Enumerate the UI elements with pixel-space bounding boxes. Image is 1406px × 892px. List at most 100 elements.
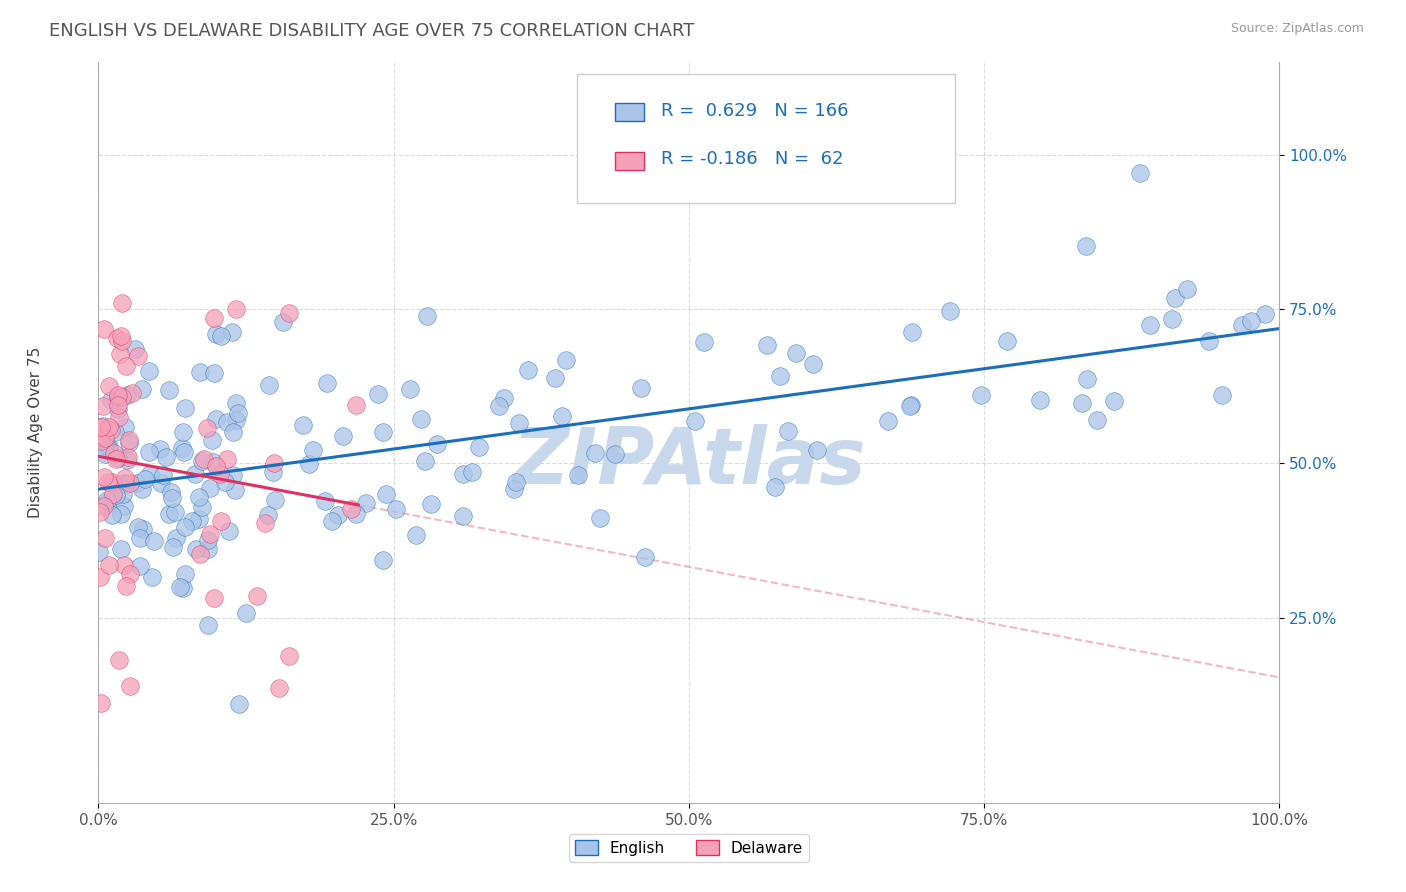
Point xyxy=(97,420,120,434)
Point xyxy=(173,520,195,534)
Point xyxy=(101,475,124,490)
Point xyxy=(225,413,247,427)
Point xyxy=(117,450,139,464)
Point xyxy=(256,508,278,522)
Point xyxy=(94,438,117,452)
Y-axis label: Disability Age Over 75: Disability Age Over 75 xyxy=(28,347,42,518)
Point xyxy=(224,483,246,497)
Point xyxy=(187,490,209,504)
Point xyxy=(1160,312,1182,326)
Point xyxy=(149,476,172,491)
Point xyxy=(405,528,427,542)
Point xyxy=(228,698,250,712)
Point xyxy=(634,550,657,565)
Point xyxy=(339,502,361,516)
Point xyxy=(218,524,240,539)
Point xyxy=(191,454,214,468)
Point xyxy=(111,487,134,501)
Point xyxy=(127,349,149,363)
Point xyxy=(995,334,1018,348)
Point xyxy=(134,472,156,486)
Point xyxy=(110,329,132,343)
Point xyxy=(970,388,993,402)
Point xyxy=(503,482,526,496)
Point xyxy=(900,325,922,339)
Point xyxy=(115,477,138,491)
Point xyxy=(188,365,211,379)
Point xyxy=(316,376,339,390)
Point xyxy=(693,334,716,349)
Point xyxy=(108,347,131,361)
Point xyxy=(246,589,269,603)
Point xyxy=(138,364,160,378)
Point xyxy=(1164,291,1187,305)
Point xyxy=(112,476,135,491)
Point xyxy=(169,580,191,594)
Point xyxy=(222,468,245,483)
Point xyxy=(453,467,475,481)
Point xyxy=(103,487,125,501)
Point xyxy=(89,421,111,435)
Point xyxy=(97,440,120,454)
Point xyxy=(115,579,138,593)
Point xyxy=(271,315,294,329)
Point xyxy=(354,496,377,510)
Point xyxy=(142,533,165,548)
FancyBboxPatch shape xyxy=(576,73,955,203)
Text: ZIPAtlas: ZIPAtlas xyxy=(512,425,866,500)
Point xyxy=(165,531,187,545)
Point xyxy=(202,311,225,326)
Point xyxy=(121,386,143,401)
Legend: English, Delaware: English, Delaware xyxy=(568,834,810,862)
Point xyxy=(344,507,367,521)
Point xyxy=(111,295,134,310)
Point xyxy=(108,409,131,424)
Point xyxy=(124,342,146,356)
Point xyxy=(277,649,299,664)
Point xyxy=(204,591,226,605)
Point xyxy=(172,581,194,595)
Point xyxy=(115,359,138,373)
Point xyxy=(806,442,828,457)
Point xyxy=(375,487,398,501)
Point xyxy=(550,409,572,423)
Point xyxy=(763,480,786,494)
Point xyxy=(187,511,209,525)
Point xyxy=(419,497,441,511)
Point xyxy=(367,387,389,401)
Point xyxy=(138,444,160,458)
Point xyxy=(193,452,215,467)
Point xyxy=(190,500,212,514)
Point xyxy=(181,514,204,528)
Point xyxy=(173,445,195,459)
Point xyxy=(262,465,284,479)
Point xyxy=(205,412,228,426)
Point xyxy=(544,370,567,384)
Point xyxy=(1230,318,1253,333)
Point xyxy=(1177,282,1199,296)
Point xyxy=(115,388,138,402)
Point xyxy=(101,508,124,523)
Point xyxy=(105,331,128,345)
Point xyxy=(94,532,117,546)
Point xyxy=(97,379,120,393)
Point xyxy=(488,400,510,414)
Point xyxy=(567,467,589,482)
Point xyxy=(1076,239,1098,253)
Point xyxy=(100,423,122,437)
Point xyxy=(399,383,422,397)
Point xyxy=(197,533,219,548)
Point xyxy=(205,326,228,341)
Point xyxy=(197,541,219,556)
Point xyxy=(107,388,129,402)
Point xyxy=(202,366,225,380)
Point xyxy=(939,304,962,318)
Point xyxy=(1071,396,1094,410)
Point xyxy=(409,412,432,426)
Point xyxy=(208,467,231,481)
Point xyxy=(157,383,180,397)
Point xyxy=(508,416,530,430)
Point xyxy=(222,425,245,439)
Point xyxy=(267,681,290,695)
Point xyxy=(114,419,136,434)
